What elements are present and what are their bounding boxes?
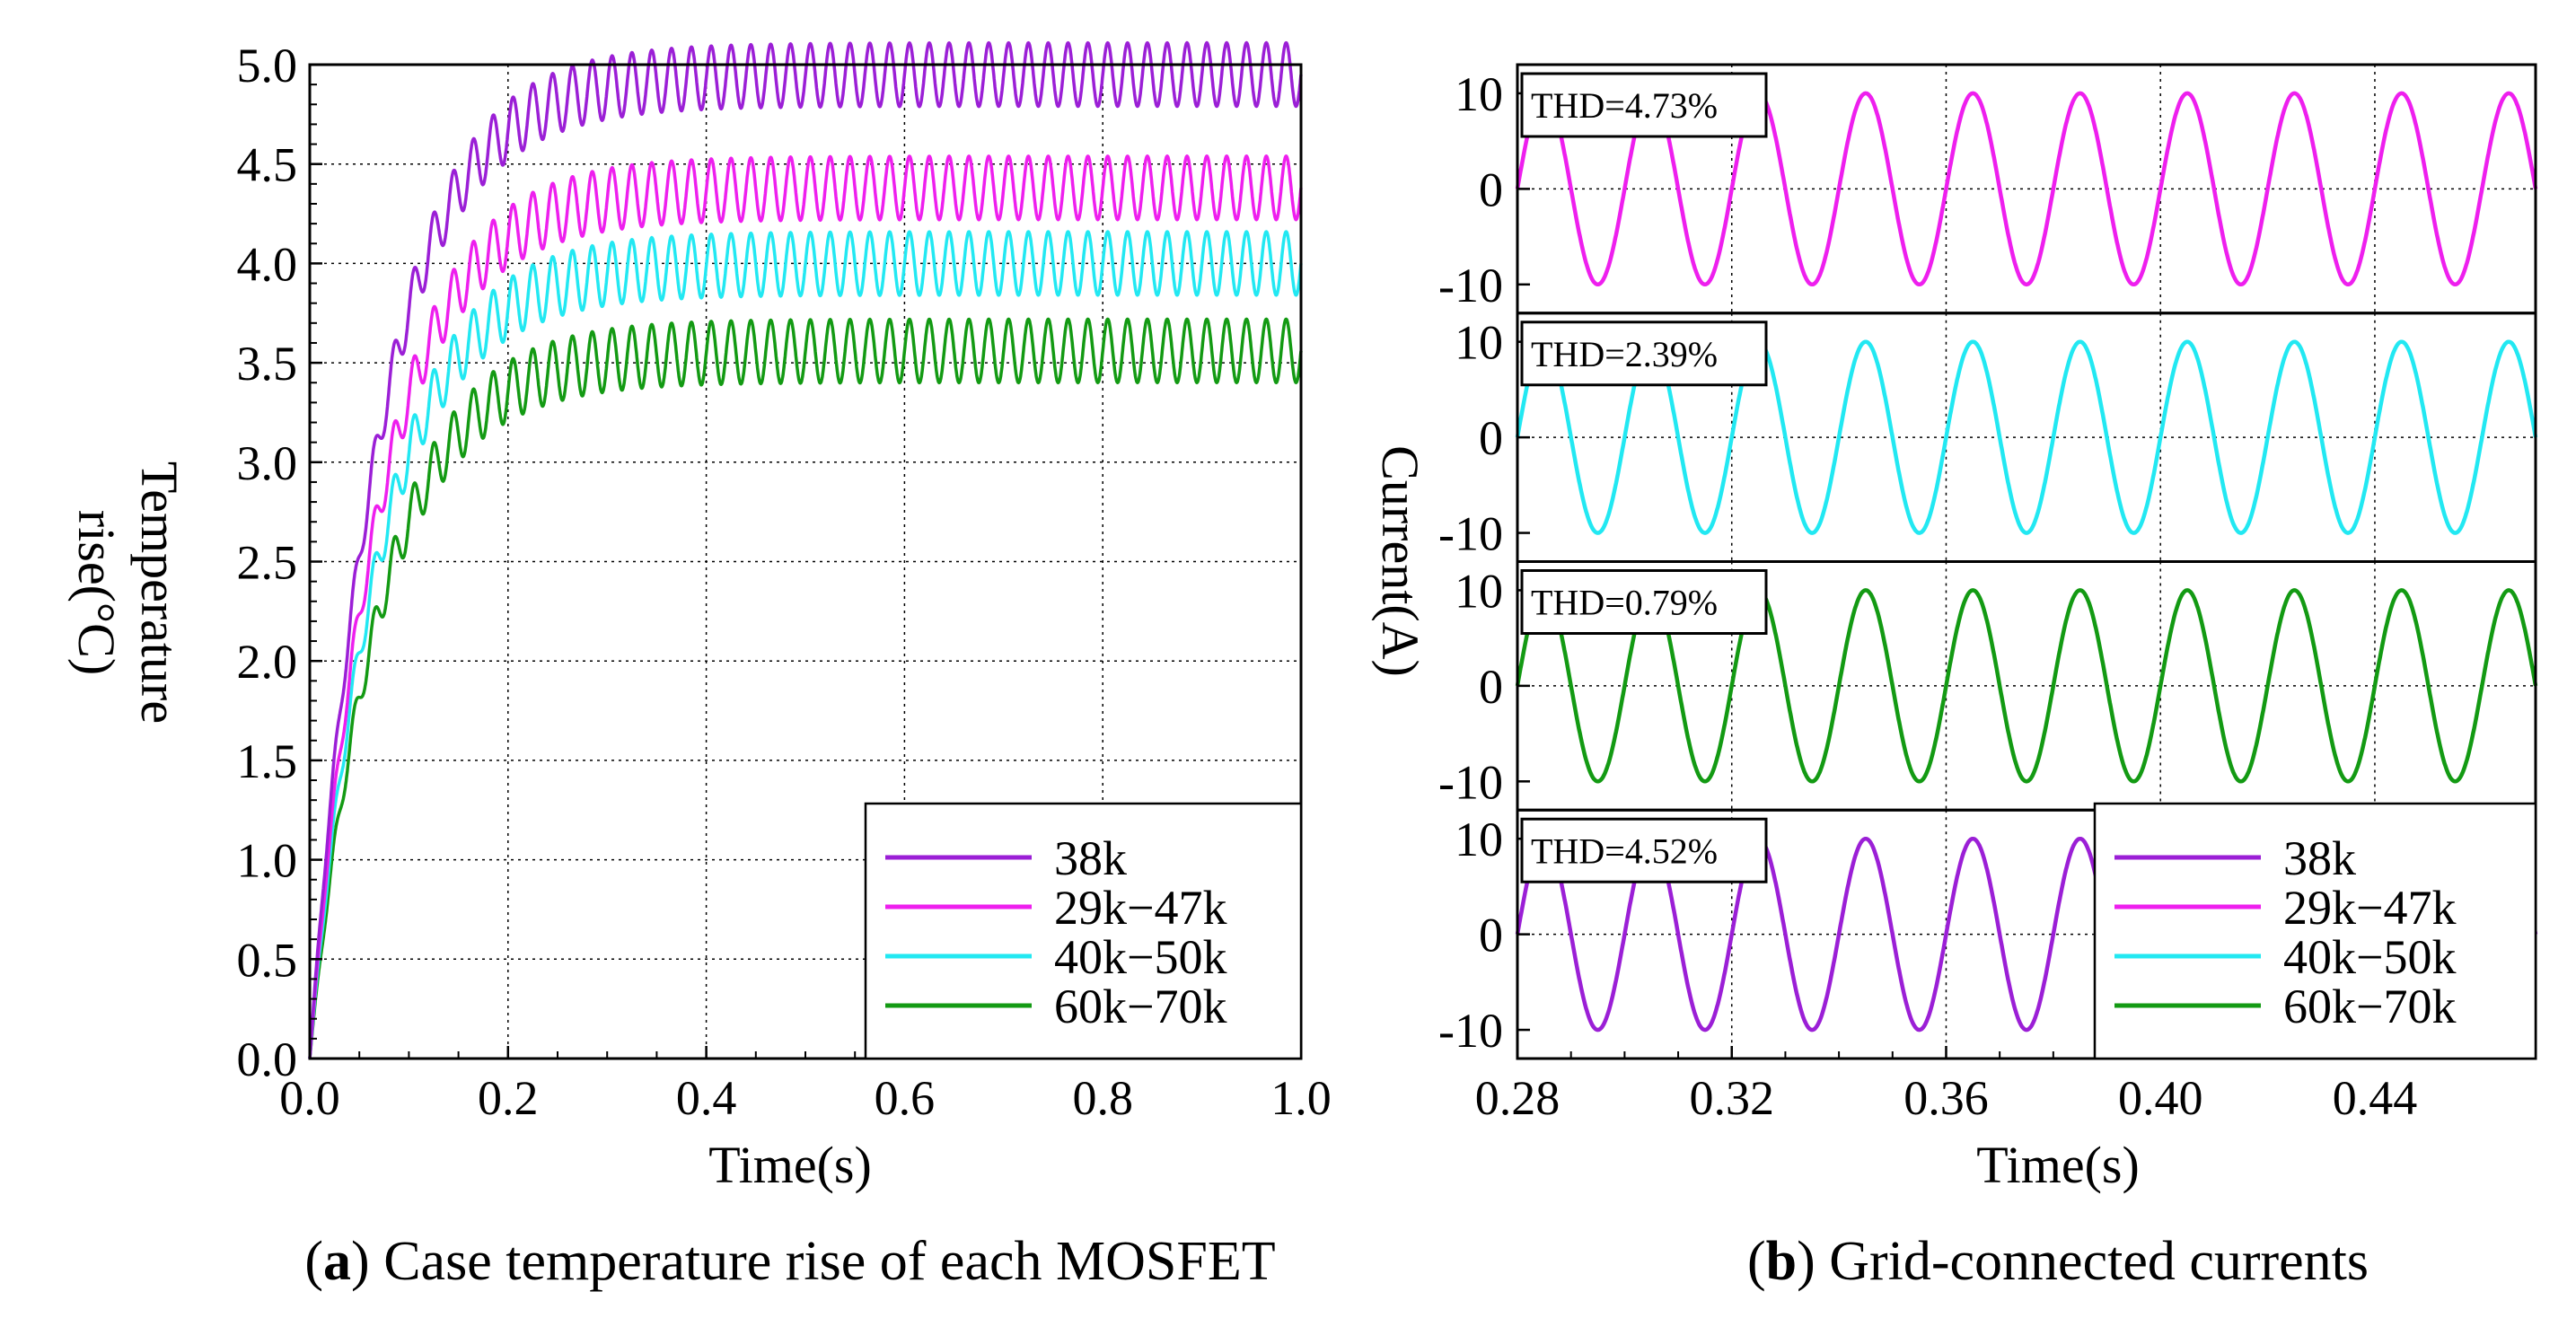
chart-a-caption: (a) Case temperature rise of each MOSFET: [304, 1231, 1275, 1292]
chart-b-subplot: 10 0 -10 THD=2.39%: [1438, 312, 2538, 563]
chart-b-y-tick-label: -10: [1438, 755, 1503, 809]
chart-a-caption-letter: a: [323, 1231, 351, 1292]
chart-a: 0.0 0.2 0.4 0.6 0.8 1.0 0.0 0.5 1.0 1.5 2.0 2.5 3.0…: [67, 39, 1332, 1292]
chart-a-y-tick-label: 3.0: [237, 436, 298, 490]
chart-b-thd-box: [1520, 569, 1768, 635]
chart-a-x-tick-label: 0.6: [875, 1071, 936, 1125]
chart-b-legend-label: 29k−47k: [2283, 881, 2456, 935]
chart-a-series-line: [308, 317, 1303, 1059]
chart-a-y-tick-label: 3.5: [237, 337, 298, 391]
chart-b-y-tick-label: 10: [1455, 564, 1503, 618]
chart-b-thd-label: THD=2.39%: [1531, 334, 1718, 374]
chart-a-x-tick-label: 1.0: [1270, 1071, 1332, 1125]
chart-b-y-tick-label: -10: [1438, 259, 1503, 312]
chart-a-y-tick-label: 0.5: [237, 933, 298, 987]
chart-b-y-tick-label: 0: [1479, 163, 1503, 216]
chart-b-legend-box: [2093, 802, 2537, 1060]
chart-a-series-line: [308, 154, 1303, 1059]
chart-a-x-tick-label: 0.0: [279, 1071, 340, 1125]
chart-a-legend-label: 29k−47k: [1054, 881, 1226, 935]
chart-b-x-tick-label: 0.44: [2333, 1071, 2418, 1125]
chart-a-y-tick-label: 4.5: [237, 138, 298, 192]
chart-a-grid: [310, 65, 1301, 1059]
chart-b-thd-box: [1520, 817, 1768, 883]
chart-a-y-tick-label: 0.0: [237, 1032, 298, 1086]
chart-a-x-label: Time(s): [708, 1136, 872, 1194]
chart-a-x-tick-label: 0.2: [478, 1071, 539, 1125]
chart-a-y-tick-label: 1.0: [237, 834, 298, 888]
chart-b-series-line: [1515, 91, 2538, 287]
chart-a-series-line: [308, 230, 1303, 1059]
chart-b-y-tick-label: 0: [1479, 660, 1503, 714]
chart-b-x-label: Time(s): [1976, 1136, 2140, 1194]
chart-b-y-tick-label: 10: [1455, 316, 1503, 370]
chart-b-y-tick-label: -10: [1438, 1004, 1503, 1058]
chart-a-y-label-line2: rise(°C): [67, 510, 126, 675]
chart-b-y-tick-label: 10: [1455, 813, 1503, 866]
chart-b-thd-label: THD=0.79%: [1531, 583, 1718, 623]
chart-a-y-tick-label: 4.0: [237, 237, 298, 291]
chart-a-caption-text: Case temperature rise of each MOSFET: [383, 1231, 1275, 1292]
chart-b-x-tick-label: 0.36: [1903, 1071, 1989, 1125]
chart-a-x-tick-label: 0.4: [676, 1071, 737, 1125]
chart-a-series-line: [308, 40, 1303, 1059]
chart-b-x-tick-label: 0.40: [2118, 1071, 2203, 1125]
chart-a-y-tick-label: 5.0: [237, 39, 298, 92]
chart-b-y-tick-label: -10: [1438, 507, 1503, 561]
chart-b-y-tick-label: 0: [1479, 411, 1503, 465]
chart-b-y-tick-label: 0: [1479, 909, 1503, 962]
chart-b-subplot: 10 0 -10 THD=4.73%: [1438, 63, 2538, 315]
chart-a-series: [308, 40, 1303, 1059]
chart-a-y-tick-label: 1.5: [237, 734, 298, 788]
chart-a-y-ticks: 0.0 0.5 1.0 1.5 2.0 2.5 3.0 3.5 4.0 4.5 5.0: [237, 39, 322, 1086]
chart-b-thd-label: THD=4.52%: [1531, 830, 1718, 871]
chart-b-caption: (b) Grid-connected currents: [1747, 1231, 2369, 1292]
chart-b-x-tick-label: 0.28: [1475, 1071, 1561, 1125]
chart-a-x-tick-label: 0.8: [1072, 1071, 1133, 1125]
chart-b-thd-label: THD=4.73%: [1531, 85, 1718, 126]
chart-a-y-tick-label: 2.0: [237, 635, 298, 689]
chart-b-x-tick-label: 0.32: [1689, 1071, 1774, 1125]
chart-b-caption-letter: b: [1766, 1231, 1797, 1292]
chart-b-thd-box: [1520, 72, 1768, 138]
chart-b-caption-text: Grid-connected currents: [1829, 1231, 2369, 1292]
chart-b-legend-label: 40k−50k: [2283, 930, 2456, 984]
chart-b-subplot: 10 0 -10 THD=0.79%: [1438, 560, 2538, 812]
chart-a-y-label-line1: Temperature: [130, 461, 189, 724]
chart-a-y-tick-label: 2.5: [237, 536, 298, 590]
chart-b-y-label: Current(A): [1371, 445, 1429, 677]
chart-a-x-ticks: 0.0 0.2 0.4 0.6 0.8 1.0: [279, 1046, 1332, 1125]
chart-a-legend-label: 60k−70k: [1054, 980, 1226, 1033]
chart-b-series-line: [1515, 588, 2538, 784]
chart-b-legend-label: 60k−70k: [2283, 980, 2456, 1033]
chart-a-legend-label: 40k−50k: [1054, 930, 1226, 984]
chart-b-series-line: [1515, 339, 2538, 535]
chart-b: 10 0 -10 THD=4.73% 10 0 -10 THD=2.39% 10 0 -10 THD=…: [1371, 63, 2538, 1292]
chart-b-y-tick-label: 10: [1455, 67, 1503, 121]
chart-a-legend-label: 38k: [1054, 831, 1127, 885]
chart-b-legend-label: 38k: [2283, 831, 2356, 885]
chart-b-thd-box: [1520, 321, 1768, 387]
chart-a-legend-box: [864, 802, 1303, 1060]
